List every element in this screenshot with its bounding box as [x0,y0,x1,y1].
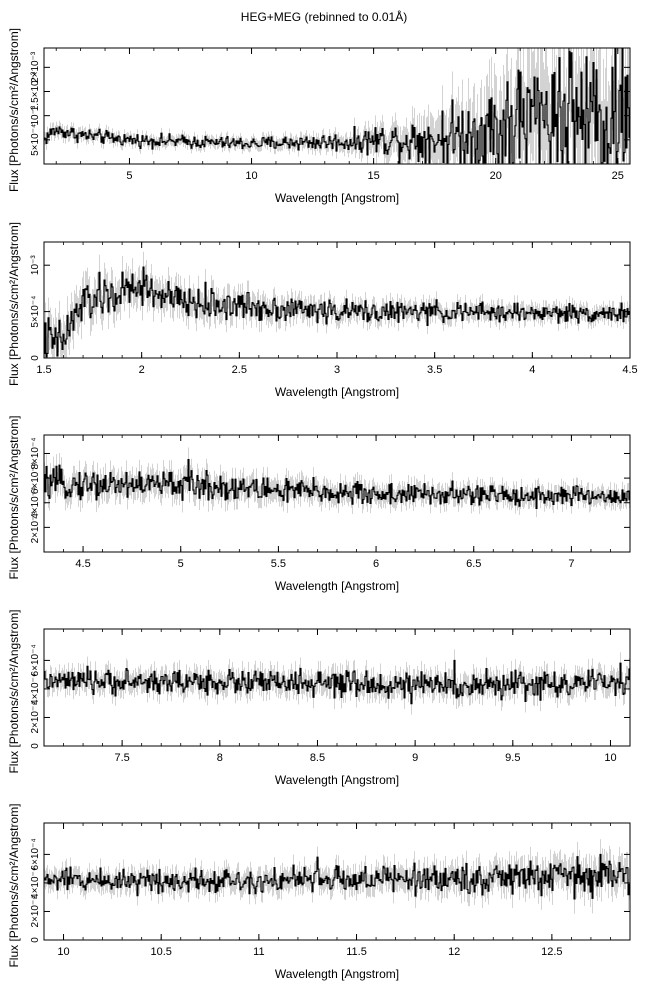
x-tick-label: 4 [529,364,535,376]
y-tick-label: 5×10⁻⁴ [30,124,41,156]
x-tick-label: 1.5 [36,364,51,376]
spectrum-line [44,266,630,358]
x-tick-label: 11.5 [346,946,367,958]
y-tick-label: 2×10⁻³ [30,51,41,83]
x-tick-label: 9.5 [505,752,520,764]
x-axis-label: Wavelength [Angstrom] [275,191,399,205]
y-tick-label: 10⁻³ [30,255,41,275]
x-tick-label: 9 [412,752,418,764]
x-axis-label: Wavelength [Angstrom] [275,579,399,593]
y-axis-label: Flux [Photons/s/cm²/Angstrom] [7,415,21,579]
x-tick-label: 10 [245,170,257,182]
y-tick-label: 2×10⁻⁴ [30,511,41,543]
x-tick-label: 10 [57,946,69,958]
chart-panel-4: 7.5 8 8.5 9 9.5 10 0 2×10⁻⁴4×10⁻⁴6×10⁻⁴ Waveleng… [7,609,631,787]
y-axis-label: Flux [Photons/s/cm²/Angstrom] [7,803,21,967]
spectrum-line [44,659,630,705]
spectrum-line [44,48,630,164]
x-tick-label: 5 [126,170,132,182]
spectrum-line [44,853,630,900]
y-tick-label: 0 [30,355,41,361]
x-tick-label: 10 [604,752,616,764]
spectrum-line [44,459,630,510]
x-tick-label: 20 [490,170,502,182]
chart-panel-5: 10 10.5 11 11.5 12 12.5 0 2×10⁻⁴4×10⁻⁴6×10⁻⁴ Wav… [7,803,631,981]
x-tick-label: 6.5 [466,558,481,570]
y-tick-label: 10⁻³ [30,105,41,125]
y-tick-label: 6×10⁻⁴ [30,644,41,676]
y-tick-label: 0 [30,743,41,749]
y-tick-label: 8×10⁻⁴ [30,437,41,469]
x-tick-label: 12 [448,946,460,958]
y-axis-label: Flux [Photons/s/cm²/Angstrom] [7,222,21,386]
y-tick-label: 6×10⁻⁴ [30,462,41,494]
chart-panel-3: 4.5 5 5.5 6 6.5 7 2×10⁻⁴4×10⁻⁴6×10⁻⁴8×10⁻⁴ Wave… [7,415,631,593]
x-tick-label: 7 [568,558,574,570]
error-bars [44,251,630,358]
x-tick-label: 6 [373,558,379,570]
x-tick-label: 12.5 [541,946,562,958]
x-tick-label: 2.5 [232,364,247,376]
x-axis-label: Wavelength [Angstrom] [275,967,399,981]
x-tick-label: 3 [334,364,340,376]
plot-frame [43,47,631,165]
x-axis-label: Wavelength [Angstrom] [275,385,399,399]
y-axis-label: Flux [Photons/s/cm²/Angstrom] [7,609,21,773]
x-tick-label: 8.5 [310,752,325,764]
y-tick-label: 1.5×10⁻³ [30,71,41,111]
x-tick-label: 11 [253,946,264,958]
x-axis-label: Wavelength [Angstrom] [275,773,399,787]
x-tick-label: 5 [178,558,184,570]
x-tick-label: 5.5 [271,558,286,570]
y-tick-label: 2×10⁻⁴ [30,895,41,927]
x-tick-label: 7.5 [114,752,129,764]
y-tick-label: 6×10⁻⁴ [30,838,41,870]
x-tick-label: 8 [217,752,223,764]
y-tick-label: 0 [30,937,41,943]
y-tick-label: 4×10⁻⁴ [30,487,41,519]
x-tick-label: 15 [368,170,380,182]
y-tick-label: 4×10⁻⁴ [30,673,41,705]
x-tick-label: 4.5 [622,364,637,376]
y-tick-label: 5×10⁻⁴ [30,296,41,328]
chart-panel-1: 5 10 15 20 25 5×10⁻⁴10⁻³1.5×10⁻³2×10⁻³ Wavelen… [7,28,631,205]
y-axis-label: Flux [Photons/s/cm²/Angstrom] [7,28,21,192]
x-tick-label: 25 [612,170,624,182]
figure-title: HEG+MEG (rebinned to 0.01Å) [240,10,408,24]
chart-panel-2: 1.5 2 2.5 3 3.5 4 4.5 0 5×10⁻⁴ 10⁻³ Wavelength [An… [7,222,638,399]
y-tick-label: 2×10⁻⁴ [30,701,41,733]
x-tick-label: 10.5 [150,946,171,958]
x-tick-label: 3.5 [427,364,442,376]
y-tick-label: 4×10⁻⁴ [30,867,41,899]
x-tick-label: 2 [139,364,145,376]
x-tick-label: 4.5 [75,558,90,570]
